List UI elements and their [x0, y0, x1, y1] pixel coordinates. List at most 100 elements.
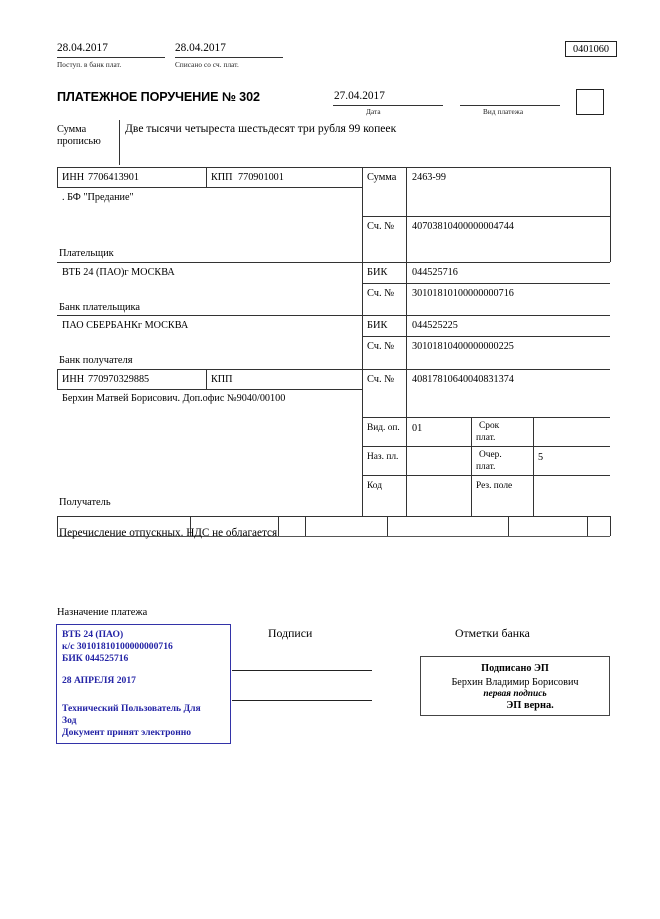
payee-kpp-label: КПП	[211, 374, 233, 385]
bank-stamp-signer-name: Берхин Владимир Борисович	[451, 677, 579, 688]
grid-vline-payer-kpp	[206, 167, 207, 187]
ocher-plat-label-line2: плат.	[476, 462, 496, 472]
stamp-line: к/с 30101810100000000716	[62, 641, 173, 652]
signature-line-1	[232, 670, 372, 671]
grid-rule-payer-bottom	[57, 262, 610, 263]
grid-vline-right-payer	[610, 167, 611, 262]
payee-account-value: 40817810640040831374	[412, 374, 514, 385]
ocher-plat-label-line1: Очер.	[479, 450, 502, 460]
payee-bank-caption: Банк получателя	[59, 355, 133, 366]
grid-rule-operation-top	[362, 417, 610, 418]
stamp-line: БИК 044525716	[62, 653, 129, 664]
payer-sum-label: Сумма	[367, 172, 397, 183]
grid-vline-left-budget	[57, 516, 58, 536]
grid-vline-budget-4	[387, 516, 388, 536]
payment-type-caption: Вид платежа	[483, 108, 524, 116]
vid-op-label: Вид. оп.	[367, 423, 400, 433]
payee-bank-bik-label: БИК	[367, 320, 388, 331]
grid-rule-payee-bank-bik	[362, 336, 610, 337]
document-date-rule	[333, 105, 443, 106]
grid-vline-payer-bank-label	[406, 262, 407, 315]
kod-label: Код	[367, 481, 382, 491]
payer-sum-value: 2463-99	[412, 172, 446, 183]
payer-account-label: Сч. №	[367, 221, 395, 232]
form-code-box: 0401060	[565, 41, 617, 57]
payer-account-value: 40703810400000004744	[412, 221, 514, 232]
grid-rule-sum-bottom	[362, 216, 610, 217]
payer-caption: Плательщик	[59, 248, 114, 259]
grid-rule-budget-bottom	[57, 536, 610, 537]
payee-bank-name: ПАО СБЕРБАНКг МОСКВА	[62, 320, 189, 331]
payment-type-rule	[460, 105, 560, 106]
payee-name: Берхин Матвей Борисович. Доп.офис №9040/…	[62, 393, 286, 404]
payer-name: . БФ "Предание"	[62, 192, 134, 203]
ocher-plat-value: 5	[538, 452, 544, 463]
bank-stamp-signature-order: первая подпись	[483, 689, 547, 699]
payee-inn-label: ИНН	[62, 374, 85, 385]
amount-words-value: Две тысячи четыреста шестьдесят три рубл…	[125, 122, 397, 135]
signature-line-2	[232, 700, 372, 701]
grid-vline-op-2	[471, 417, 472, 516]
grid-rule-payer-bank-bik	[362, 283, 610, 284]
stamp-line: Документ принят электронно	[62, 727, 192, 738]
payer-bank-name: ВТБ 24 (ПАО)г МОСКВА	[62, 267, 175, 278]
payee-caption: Получатель	[59, 497, 111, 508]
grid-vline-payee-bank-label	[406, 315, 407, 369]
amount-words-divider	[119, 120, 120, 165]
payer-bank-bik-value: 044525716	[412, 267, 458, 278]
grid-vline-budget-2	[278, 516, 279, 536]
grid-vline-payer-right-label	[406, 167, 407, 262]
bank-electronic-signature-stamp: Подписано ЭП Берхин Владимир Борисович п…	[420, 656, 610, 716]
page-title: ПЛАТЕЖНОЕ ПОРУЧЕНИЕ № 302	[57, 90, 260, 104]
amount-words-label-line2: прописью	[57, 136, 101, 147]
grid-vline-payee-acct-label	[406, 369, 407, 417]
received-date-value: 28.04.2017	[57, 42, 108, 54]
grid-rule-inn-top	[57, 167, 610, 168]
grid-vline-left-inn	[57, 167, 58, 187]
payer-kpp-value: 770901001	[238, 172, 284, 183]
received-date-caption: Поступ. в банк плат.	[57, 61, 122, 69]
payer-kpp-label: КПП	[211, 172, 233, 183]
stamp-line: Зод	[62, 715, 77, 726]
grid-rule-payee-bottom	[57, 516, 610, 517]
grid-vline-op-3	[533, 417, 534, 516]
grid-vline-budget-6	[587, 516, 588, 536]
grid-vline-main-column	[362, 167, 363, 516]
bank-marks-title: Отметки банка	[455, 626, 530, 640]
grid-vline-budget-7	[610, 516, 611, 536]
grid-vline-budget-3	[305, 516, 306, 536]
debited-date-rule	[175, 57, 283, 58]
grid-rule-operation-2	[362, 475, 610, 476]
grid-rule-payee-bank-bottom	[57, 369, 610, 370]
document-date-value: 27.04.2017	[334, 90, 385, 102]
grid-vline-left-payee-inn	[57, 369, 58, 389]
srok-plat-label-line1: Срок	[479, 421, 500, 431]
payee-bank-account-value: 30101810400000000225	[412, 341, 514, 352]
payment-type-box	[576, 89, 604, 115]
payee-bank-bik-value: 044525225	[412, 320, 458, 331]
stamp-line: 28 АПРЕЛЯ 2017	[62, 675, 136, 686]
bank-stamp-signed-label: Подписано ЭП	[481, 663, 549, 674]
purpose-text: Перечисление отпускных. НДС не облагаетс…	[59, 527, 278, 539]
payer-bank-account-value: 30101810100000000716	[412, 288, 514, 299]
payee-inn-value: 770970329885	[88, 374, 150, 385]
payer-bank-account-label: Сч. №	[367, 288, 395, 299]
grid-rule-operation-1	[362, 446, 610, 447]
payer-inn-value: 7706413901	[88, 172, 139, 183]
srok-plat-label-line2: плат.	[476, 433, 496, 443]
payer-inn-label: ИНН	[62, 172, 85, 183]
document-date-caption: Дата	[366, 108, 381, 116]
payer-bank-caption: Банк плательщика	[59, 302, 141, 313]
rez-pole-label: Рез. поле	[476, 481, 513, 491]
vid-op-value: 01	[412, 423, 423, 434]
debited-date-caption: Списано со сч. плат.	[175, 61, 239, 69]
purpose-caption: Назначение платежа	[57, 607, 148, 618]
grid-vline-op-1	[406, 417, 407, 516]
payer-bank-bik-label: БИК	[367, 267, 388, 278]
amount-words-label-line1: Сумма	[57, 124, 87, 135]
bank-stamp-valid-text: ЭП верна.	[506, 700, 554, 711]
payee-bank-account-label: Сч. №	[367, 341, 395, 352]
grid-rule-payer-bank-bottom	[57, 315, 610, 316]
grid-vline-budget-5	[508, 516, 509, 536]
